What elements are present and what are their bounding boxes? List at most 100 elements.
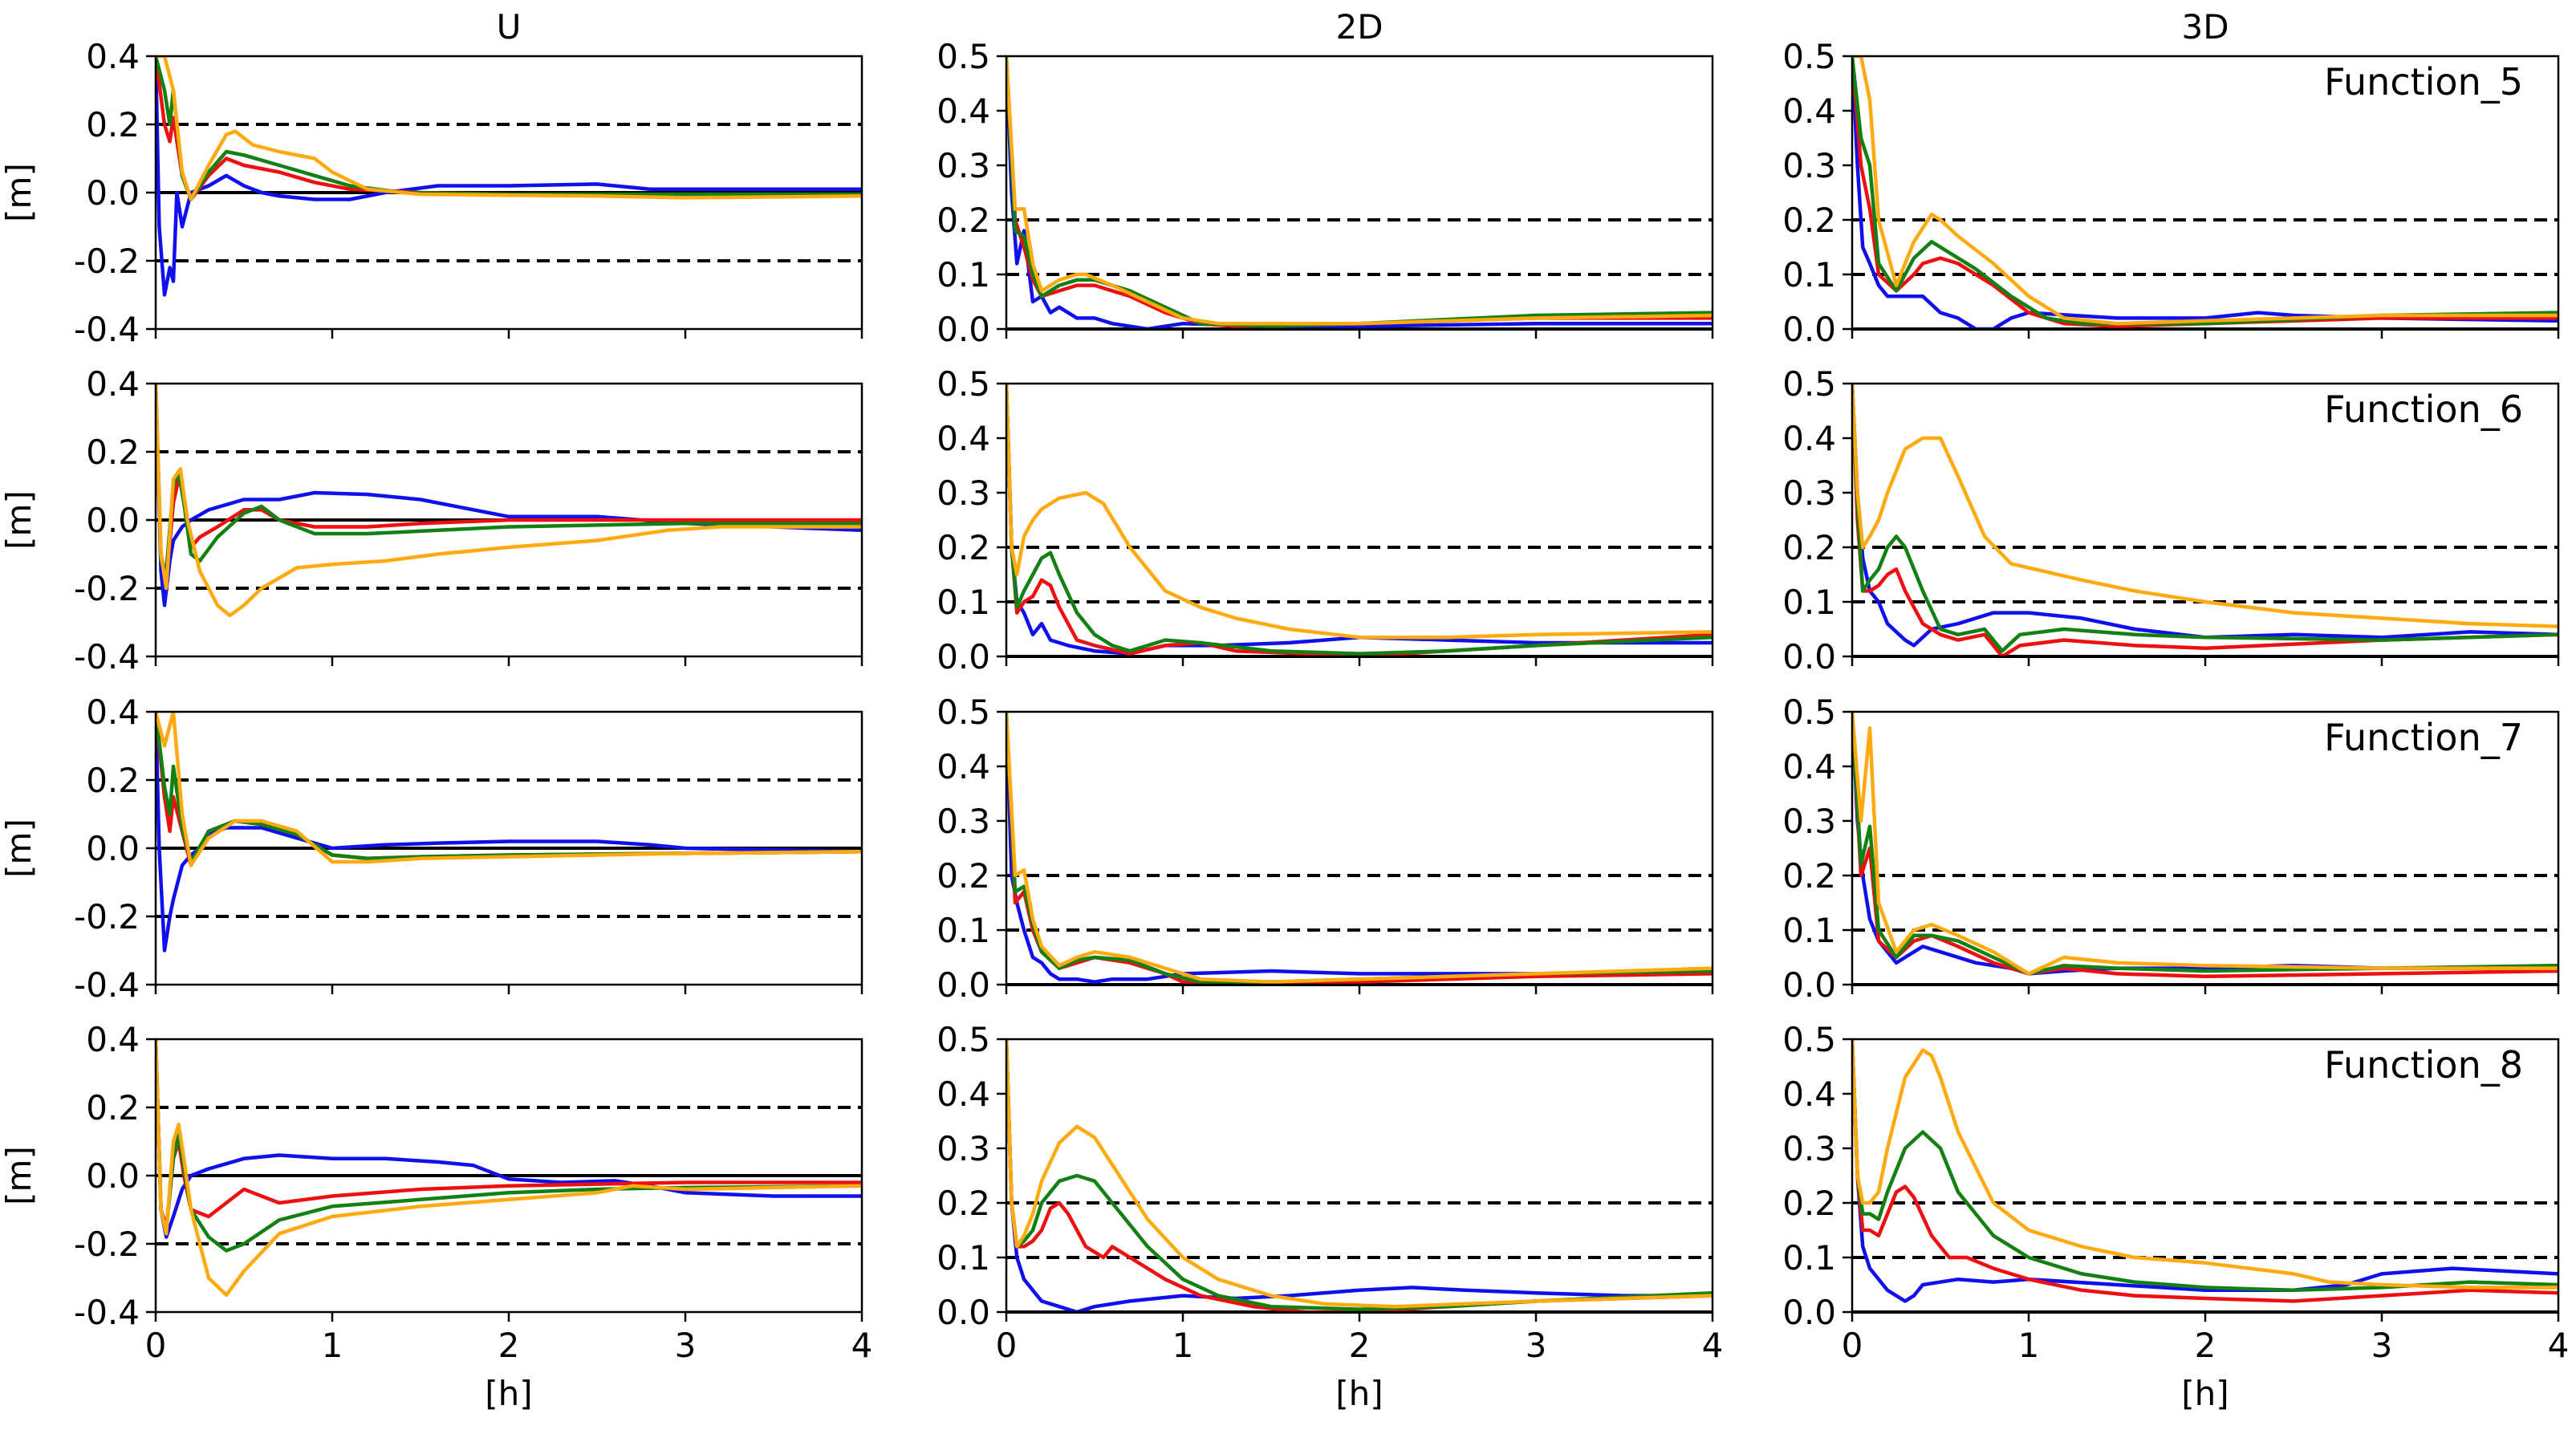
series-line-orange (156, 712, 862, 867)
y-tick-label: -0.2 (74, 569, 140, 608)
y-tick-label: 0.4 (1782, 419, 1836, 458)
y-tick-label: 0.0 (1782, 637, 1836, 676)
y-tick-label: 0.3 (1782, 473, 1836, 513)
series-line-red (156, 384, 862, 583)
series-line-orange (156, 56, 862, 201)
series-line-green (1852, 1039, 2558, 1293)
series-line-green (1006, 384, 1713, 656)
y-tick-label: 0.2 (1782, 1184, 1836, 1223)
x-axis-label: [h] (1335, 1374, 1383, 1413)
panel-function_5-3d: 0.5 0.4 0.3 0.2 0.1 0.0 Function_5 (1782, 37, 2560, 349)
series-line-blue (1006, 56, 1713, 329)
series-line-blue (1852, 1039, 2558, 1303)
series-line-orange (1006, 56, 1713, 326)
x-tick-label: 1 (1172, 1326, 1194, 1365)
x-tick-label: 3 (1526, 1326, 1547, 1365)
y-tick-label: 0.0 (937, 637, 990, 676)
y-tick-label: 0.3 (1782, 802, 1836, 841)
y-tick-label: -0.2 (74, 242, 140, 281)
y-axis-label: [m] (0, 163, 39, 222)
y-tick-label: 0.0 (1782, 310, 1836, 349)
panel-function_6-2d: 0.5 0.4 0.3 0.2 0.1 0.0 (937, 364, 1714, 676)
y-tick-label: 0.4 (86, 37, 140, 76)
series-line-blue (1852, 712, 2558, 976)
y-tick-label: 0.4 (937, 91, 990, 131)
series-line-red (1852, 1039, 2558, 1303)
y-tick-label: -0.4 (74, 1293, 140, 1332)
axes-frame (1005, 710, 1714, 986)
series-line-red (1852, 384, 2558, 656)
panel-function_8-2d: 0.5 0.4 0.3 0.2 0.1 0.00 1 2 3 4 [h] (937, 1020, 1723, 1413)
series-line-blue (156, 1039, 862, 1239)
panel-function_5-u: 0.4 0.2 0.0 -0.2 -0.4 [m] (0, 37, 863, 349)
y-tick-label: -0.4 (74, 965, 140, 1005)
x-tick-label: 0 (996, 1326, 1018, 1365)
y-tick-label: 0.1 (1782, 255, 1836, 295)
y-tick-label: 0.1 (937, 911, 990, 950)
series-line-blue (1852, 56, 2558, 329)
y-tick-label: 0.0 (86, 1156, 140, 1196)
y-tick-label: 0.2 (86, 433, 140, 472)
x-tick-label: 3 (675, 1326, 697, 1365)
panel-function_6-u: 0.4 0.2 0.0 -0.2 -0.4 [m] (0, 364, 863, 676)
x-tick-label: 1 (322, 1326, 343, 1365)
y-tick-label: 0.0 (86, 173, 140, 213)
series-line-orange (1852, 1039, 2558, 1290)
x-tick-label: 2 (2195, 1326, 2216, 1365)
y-tick-label: 0.0 (1782, 1293, 1836, 1332)
x-axis-label: [h] (485, 1374, 532, 1413)
y-tick-label: 0.4 (86, 364, 140, 404)
series-line-blue (1006, 712, 1713, 984)
series-line-blue (156, 384, 862, 607)
series-line-blue (156, 712, 862, 953)
series-line-orange (156, 384, 862, 618)
x-axis-label: [h] (2181, 1374, 2229, 1413)
y-tick-label: 0.2 (937, 856, 990, 896)
series-line-orange (1006, 384, 1713, 640)
y-tick-label: 0.4 (1782, 91, 1836, 131)
y-tick-label: 0.2 (86, 1088, 140, 1127)
x-tick-label: 4 (2548, 1326, 2570, 1365)
y-tick-label: 0.0 (86, 501, 140, 540)
y-tick-label: 0.4 (1782, 747, 1836, 786)
series-line-green (1852, 712, 2558, 976)
x-tick-label: 0 (1842, 1326, 1863, 1365)
function-label: Function_7 (2324, 716, 2523, 759)
function-label: Function_5 (2324, 60, 2523, 104)
axes-frame (1005, 55, 1714, 331)
y-axis-label: [m] (0, 819, 39, 878)
y-tick-label: 0.2 (86, 105, 140, 144)
series-line-green (156, 56, 862, 201)
series-line-orange (1006, 712, 1713, 984)
function-label: Function_8 (2324, 1043, 2523, 1087)
panel-function_8-u: 0.4 0.2 0.0 -0.2 -0.40 1 2 3 4 [m] [h] (0, 1020, 872, 1413)
x-tick-label: 4 (851, 1326, 873, 1365)
series-line-red (1006, 712, 1713, 984)
y-tick-label: 0.0 (1782, 965, 1836, 1005)
panel-function_6-3d: 0.5 0.4 0.3 0.2 0.1 0.0 Function_6 (1782, 364, 2560, 676)
column-title-u: U (497, 7, 522, 47)
y-tick-label: -0.4 (74, 637, 140, 676)
axes-frame (1005, 1038, 1714, 1314)
series-line-red (156, 56, 862, 201)
series-line-orange (1852, 712, 2558, 976)
y-tick-label: -0.4 (74, 310, 140, 349)
series-line-orange (1852, 56, 2558, 326)
y-tick-label: 0.5 (937, 1020, 990, 1059)
x-tick-label: 2 (498, 1326, 520, 1365)
y-tick-label: 0.4 (937, 1075, 990, 1114)
y-tick-label: 0.4 (1782, 1075, 1836, 1114)
y-tick-label: 0.2 (86, 761, 140, 800)
panel-function_8-3d: 0.5 0.4 0.3 0.2 0.1 0.00 1 2 3 4 Function_8 [h] (1782, 1020, 2569, 1413)
y-tick-label: 0.5 (1782, 1020, 1836, 1059)
series-line-orange (1852, 384, 2558, 628)
series-line-red (1006, 1039, 1713, 1312)
series-line-green (1852, 384, 2558, 653)
panel-function_5-2d: 0.5 0.4 0.3 0.2 0.1 0.0 (937, 37, 1714, 349)
y-tick-label: 0.3 (1782, 1129, 1836, 1168)
series-line-green (156, 712, 862, 864)
x-tick-label: 3 (2371, 1326, 2393, 1365)
y-tick-label: 0.5 (937, 693, 990, 732)
y-tick-label: 0.2 (937, 1184, 990, 1223)
